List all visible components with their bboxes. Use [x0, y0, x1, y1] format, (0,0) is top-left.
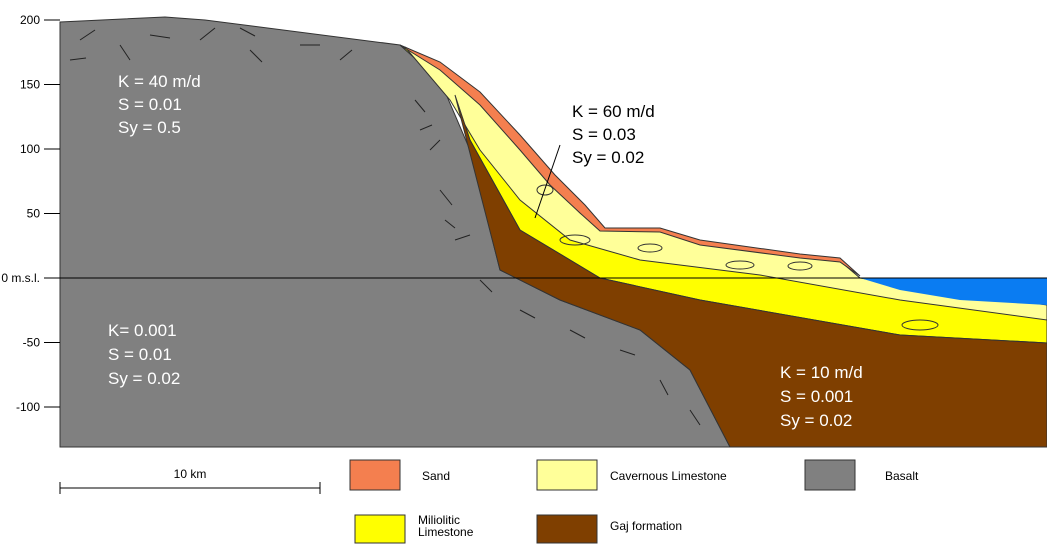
y-axis: 200 150 100 50 0 m.s.l. -50 -100 — [1, 13, 60, 414]
zone-label: Sy = 0.02 — [108, 369, 180, 388]
scale-bar — [60, 482, 320, 494]
legend-swatch — [537, 460, 597, 490]
legend-swatch — [355, 515, 405, 543]
zone-label: S = 0.01 — [108, 345, 172, 364]
zone-label: S = 0.03 — [572, 125, 636, 144]
tick-label: 150 — [20, 78, 40, 92]
tick-label: 100 — [20, 142, 40, 156]
zone-label: S = 0.001 — [780, 387, 853, 406]
zone-label: K= 0.001 — [108, 321, 177, 340]
zone-label: K = 40 m/d — [118, 72, 201, 91]
tick-label: 200 — [20, 13, 40, 27]
zone-label: K = 10 m/d — [780, 363, 863, 382]
cross-section: 200 150 100 50 0 m.s.l. -50 -100 K = 40 m/d S … — [0, 0, 1047, 544]
scale-label: 10 km — [174, 467, 207, 481]
legend-swatch — [350, 460, 400, 490]
legend-swatch — [537, 515, 597, 543]
legend-label: Gaj formation — [610, 519, 682, 533]
legend-swatch — [805, 460, 855, 490]
legend-label: Sand — [422, 469, 450, 483]
zone-label: K = 60 m/d — [572, 102, 655, 121]
zone-label: Sy = 0.02 — [780, 411, 852, 430]
legend-label: Cavernous Limestone — [610, 469, 727, 483]
zone-label: Sy = 0.5 — [118, 118, 181, 137]
zone-label: Sy = 0.02 — [572, 148, 644, 167]
tick-label: -50 — [23, 336, 41, 350]
zone-label: S = 0.01 — [118, 95, 182, 114]
tick-label: 50 — [27, 207, 41, 221]
tick-label: -100 — [16, 400, 40, 414]
tick-label: 0 m.s.l. — [1, 271, 40, 285]
legend-label: Basalt — [885, 469, 919, 483]
